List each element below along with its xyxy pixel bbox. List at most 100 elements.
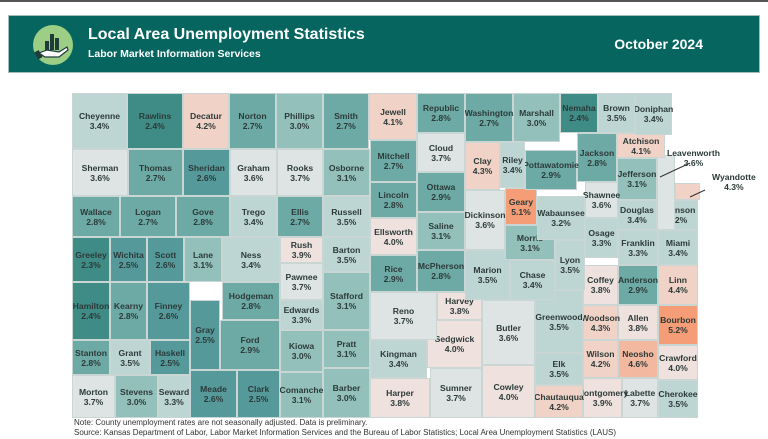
county-graham: Graham 3.6% <box>230 149 277 196</box>
county-rate: 2.7% <box>383 161 404 171</box>
county-name: Lyon <box>559 255 581 265</box>
county-wilson: Wilson 4.2% <box>583 340 618 378</box>
county-sumner: Sumner 3.7% <box>430 368 482 418</box>
county-name: Mitchell <box>377 151 410 161</box>
county-rate: 3.7% <box>393 316 414 326</box>
county-rate: 3.5% <box>549 321 569 332</box>
county-rate: 3.8% <box>449 306 470 316</box>
county-rate: 2.7% <box>290 216 310 227</box>
county-morton: Morton 3.7% <box>72 375 115 418</box>
county-name: Chautauqua <box>534 391 584 402</box>
county-rate: 3.1% <box>336 349 357 359</box>
county-rate: 3.4% <box>668 247 688 258</box>
county-rate: 2.4% <box>81 311 101 321</box>
county-marion: Marion 3.5% <box>465 250 510 300</box>
county-name: Woodson <box>581 312 620 323</box>
county-name: Greenwood <box>535 311 583 322</box>
page-title: Local Area Unemployment Statistics <box>88 26 365 43</box>
county-stevens: Stevens 3.0% <box>115 375 158 418</box>
county-name: Trego <box>241 206 266 217</box>
county-rate: 2.8% <box>587 157 607 168</box>
county-name: Rawlins <box>138 111 172 121</box>
county-name: Labette <box>624 388 656 398</box>
county-rate: 5.2% <box>668 325 688 335</box>
county-rate: 3.6% <box>683 158 704 168</box>
county-rooks: Rooks 3.7% <box>277 149 323 196</box>
county-rate: 2.4% <box>145 121 165 131</box>
county-name: Graham <box>237 162 270 173</box>
county-name: Johnson <box>659 205 696 215</box>
county-name: Hodgeman <box>228 291 274 301</box>
county-name: Wilson <box>586 349 615 359</box>
county-cherokee: Cherokee 3.5% <box>658 380 698 418</box>
county-rate: 3.2% <box>667 215 688 225</box>
county-name: Riley <box>502 155 523 165</box>
county-hamilton: Hamilton 2.4% <box>72 282 110 340</box>
county-name: Rice <box>384 263 403 274</box>
county-name: Allen <box>627 312 649 323</box>
county-name: Ford <box>240 335 260 345</box>
county-name: Doniphan <box>633 104 674 114</box>
county-name: Russell <box>331 206 362 217</box>
county-name: Greeley <box>75 249 107 260</box>
county-rate: 2.8% <box>241 301 261 311</box>
county-name: Osborne <box>328 162 365 173</box>
county-rate: 3.7% <box>446 393 466 403</box>
county-pottawatomie: Pottawatomie 2.9% <box>523 150 579 190</box>
county-name: Wichita <box>113 249 144 260</box>
county-name: Shawnee <box>582 190 621 200</box>
county-marshall: Marshall 3.0% <box>513 93 560 142</box>
county-ellis: Ellis 2.7% <box>277 196 323 237</box>
county-name: Comanche <box>279 385 324 395</box>
county-rate: 3.0% <box>126 396 147 407</box>
county-name: Saline <box>428 221 454 231</box>
county-harper: Harper 3.8% <box>370 378 430 418</box>
county-name: Haskell <box>154 347 186 358</box>
county-rate: 2.7% <box>138 216 158 227</box>
county-edwards: Edwards 3.3% <box>280 300 323 330</box>
county-gray: Gray 2.5% <box>190 300 220 370</box>
county-rate: 3.7% <box>431 152 451 163</box>
county-name: Wyandotte <box>712 172 756 182</box>
county-rate: 3.0% <box>526 117 547 128</box>
county-sherman: Sherman 3.6% <box>72 149 128 196</box>
county-rate: 5.1% <box>511 206 531 217</box>
county-name: Jackson <box>579 147 615 158</box>
county-name: Cheyenne <box>78 111 121 121</box>
county-haskell: Haskell 2.5% <box>150 340 190 375</box>
county-rate: 3.2% <box>551 218 571 228</box>
county-name: Logan <box>135 206 161 217</box>
county-name: Miami <box>665 237 691 248</box>
county-allen: Allen 3.8% <box>618 305 658 340</box>
county-name: Wallace <box>80 206 112 217</box>
county-barton: Barton 3.5% <box>323 237 370 272</box>
county-mitchell: Mitchell 2.7% <box>370 140 417 182</box>
county-rate: 2.9% <box>628 285 648 295</box>
county-name: Marshall <box>519 107 554 118</box>
county-bourbon: Bourbon 5.2% <box>658 305 698 345</box>
county-seward: Seward 3.3% <box>158 375 190 418</box>
county-name: Cowley <box>493 381 524 392</box>
county-name: Stevens <box>120 386 153 397</box>
county-name: Linn <box>668 275 688 285</box>
county-morris: Morris 3.1% <box>505 225 555 260</box>
county-rate: 3.9% <box>291 250 312 260</box>
county-reno: Reno 3.7% <box>370 292 437 340</box>
county-name: Thomas <box>139 162 172 173</box>
county-rate: 4.0% <box>444 344 465 354</box>
county-barber: Barber 3.0% <box>323 368 370 418</box>
county-name: Barber <box>332 383 361 393</box>
county-rate: 2.5% <box>118 259 139 270</box>
county-atchison: Atchison 4.1% <box>617 133 665 158</box>
county-doniphan: Doniphan 3.4% <box>633 93 674 135</box>
county-name: Cherokee <box>658 389 698 399</box>
county-neosho: Neosho 4.6% <box>618 340 658 378</box>
county-name: Geary <box>508 196 534 207</box>
county-name: Meade <box>200 384 227 394</box>
county-rice: Rice 2.9% <box>370 255 417 292</box>
county-name: Ellsworth <box>374 226 413 237</box>
county-rate: 3.4% <box>502 165 523 175</box>
county-meade: Meade 2.6% <box>190 370 237 418</box>
county-rate: 4.0% <box>668 362 688 373</box>
